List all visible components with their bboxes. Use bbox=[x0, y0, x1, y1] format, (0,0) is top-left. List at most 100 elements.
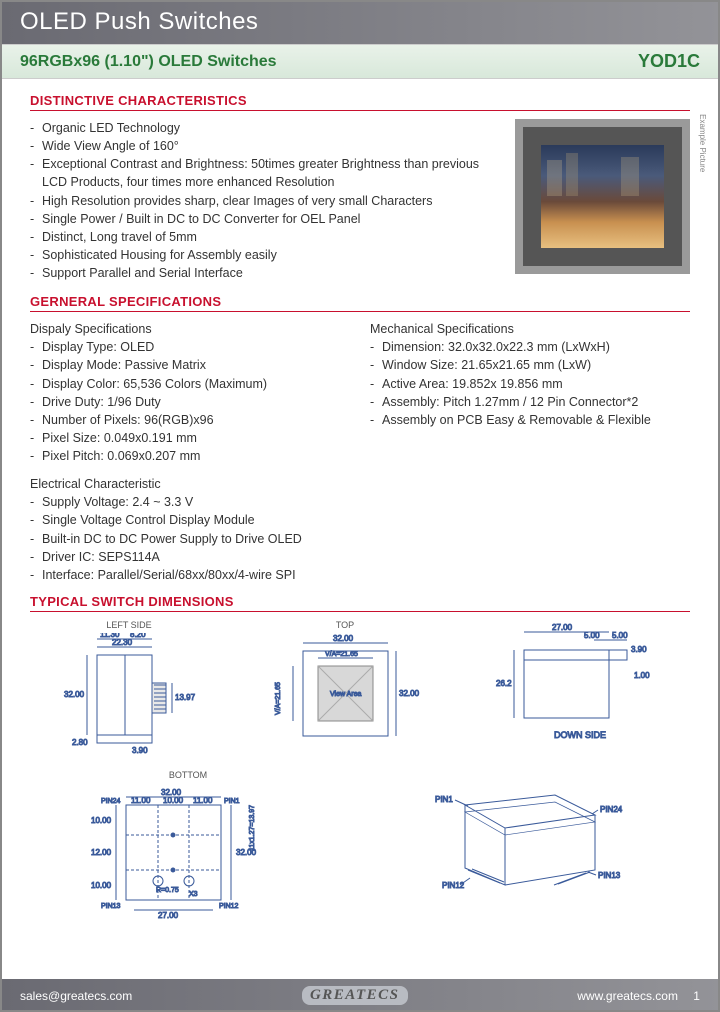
specs-head: Dispaly Specifications bbox=[30, 320, 350, 338]
svg-text:PIN1: PIN1 bbox=[435, 795, 453, 804]
footer-logo: GREATECS bbox=[310, 987, 400, 1003]
list-item: Interface: Parallel/Serial/68xx/80xx/4-w… bbox=[42, 566, 296, 584]
diagram-row-2: BOTTOM 32.00 11.00 10.00 bbox=[30, 770, 690, 923]
product-code: YOD1C bbox=[638, 51, 700, 72]
electrical-specs: Electrical Characteristic -Supply Voltag… bbox=[30, 475, 690, 584]
svg-text:PIN12: PIN12 bbox=[219, 903, 239, 910]
product-image: Example Picture bbox=[515, 119, 690, 274]
svg-text:R=0.75: R=0.75 bbox=[156, 887, 179, 894]
diagram-row-1: LEFT SIDE 22.30 11.30 8.20 bbox=[30, 620, 690, 758]
list-item: Driver IC: SEPS114A bbox=[42, 548, 160, 566]
specs-head: Electrical Characteristic bbox=[30, 475, 690, 493]
svg-text:32.00: 32.00 bbox=[64, 690, 85, 699]
list-item: Assembly: Pitch 1.27mm / 12 Pin Connecto… bbox=[382, 393, 638, 411]
diagram-bottom: BOTTOM 32.00 11.00 10.00 bbox=[76, 770, 301, 923]
datasheet-page: OLED Push Switches 96RGBx96 (1.10") OLED… bbox=[0, 0, 720, 1012]
diagram-down-side: 27.00 5.00 5.00 3.90 1.00 26.2 DOWN SIDE bbox=[494, 620, 659, 758]
display-specs: Dispaly Specifications -Display Type: OL… bbox=[30, 320, 350, 465]
section-title-dimensions: TYPICAL SWITCH DIMENSIONS bbox=[30, 594, 690, 612]
list-item: Exceptional Contrast and Brightness: 50t… bbox=[42, 155, 503, 191]
footer-band: sales@greatecs.com GREATECS www.greatecs… bbox=[0, 979, 720, 1012]
mechanical-specs: Mechanical Specifications -Dimension: 32… bbox=[370, 320, 690, 465]
list-item: Active Area: 19.852x 19.856 mm bbox=[382, 375, 563, 393]
svg-text:2.80: 2.80 bbox=[72, 738, 88, 747]
list-item: High Resolution provides sharp, clear Im… bbox=[42, 192, 432, 210]
distinctive-list: -Organic LED Technology -Wide View Angle… bbox=[30, 119, 503, 282]
header-band: OLED Push Switches bbox=[0, 0, 720, 44]
svg-text:27.00: 27.00 bbox=[552, 623, 573, 632]
section-title-general: GERNERAL SPECIFICATIONS bbox=[30, 294, 690, 312]
svg-text:32.00: 32.00 bbox=[399, 689, 420, 698]
svg-text:View Area: View Area bbox=[330, 691, 361, 698]
svg-text:PIN1: PIN1 bbox=[224, 798, 240, 805]
svg-text:PIN13: PIN13 bbox=[598, 871, 621, 880]
svg-text:26.2: 26.2 bbox=[496, 679, 512, 688]
product-title: 96RGBx96 (1.10") OLED Switches bbox=[20, 53, 277, 71]
image-frame bbox=[515, 119, 690, 274]
list-item: Single Power / Built in DC to DC Convert… bbox=[42, 210, 360, 228]
list-item: Number of Pixels: 96(RGB)x96 bbox=[42, 411, 214, 429]
list-item: Drive Duty: 1/96 Duty bbox=[42, 393, 161, 411]
list-item: Dimension: 32.0x32.0x22.3 mm (LxWxH) bbox=[382, 338, 610, 356]
list-item: Organic LED Technology bbox=[42, 119, 180, 137]
svg-text:11.30: 11.30 bbox=[100, 633, 120, 639]
list-item: Distinct, Long travel of 5mm bbox=[42, 228, 197, 246]
svg-text:PIN13: PIN13 bbox=[101, 903, 121, 910]
svg-text:PIN12: PIN12 bbox=[442, 881, 465, 890]
diagram-left-side: LEFT SIDE 22.30 11.30 8.20 bbox=[62, 620, 197, 758]
svg-text:27.00: 27.00 bbox=[158, 911, 179, 920]
svg-text:10.00: 10.00 bbox=[91, 881, 112, 890]
svg-text:5.00: 5.00 bbox=[612, 631, 628, 640]
distinctive-block: -Organic LED Technology -Wide View Angle… bbox=[30, 119, 690, 282]
top-svg: View Area 32.00 32.00 V/A=21.65 V/A=21.6… bbox=[268, 633, 423, 758]
list-item: Sophisticated Housing for Assembly easil… bbox=[42, 246, 277, 264]
list-item: Pixel Pitch: 0.069x0.207 mm bbox=[42, 447, 200, 465]
list-item: Assembly on PCB Easy & Removable & Flexi… bbox=[382, 411, 651, 429]
page-title: OLED Push Switches bbox=[20, 8, 700, 36]
svg-text:V/A=21.65: V/A=21.65 bbox=[325, 651, 358, 658]
list-item: Window Size: 21.65x21.65 mm (LxW) bbox=[382, 356, 591, 374]
footer-url: www.greatecs.com bbox=[577, 989, 678, 1003]
svg-text:13.97: 13.97 bbox=[175, 693, 196, 702]
list-item: Display Mode: Passive Matrix bbox=[42, 356, 206, 374]
example-label: Example Picture bbox=[698, 114, 707, 172]
svg-text:DOWN SIDE: DOWN SIDE bbox=[554, 730, 606, 740]
left-side-svg: 22.30 11.30 8.20 32.00 13.97 2.80 3.90 bbox=[62, 633, 197, 758]
svg-text:11.00: 11.00 bbox=[193, 796, 213, 805]
svg-text:3.90: 3.90 bbox=[132, 746, 148, 755]
subheader-band: 96RGBx96 (1.10") OLED Switches YOD1C bbox=[0, 44, 720, 79]
svg-text:X3: X3 bbox=[189, 891, 198, 898]
list-item: Supply Voltage: 2.4 ~ 3.3 V bbox=[42, 493, 193, 511]
iso-svg: PIN1 PIN24 PIN12 PIN13 bbox=[400, 770, 645, 915]
diagram-iso: PIN1 PIN24 PIN12 PIN13 bbox=[400, 770, 645, 923]
svg-text:PIN24: PIN24 bbox=[101, 798, 121, 805]
svg-text:V/A=21.65: V/A=21.65 bbox=[275, 682, 282, 715]
footer-email: sales@greatecs.com bbox=[20, 989, 132, 1003]
svg-text:11.00: 11.00 bbox=[131, 796, 151, 805]
content-area: DISTINCTIVE CHARACTERISTICS -Organic LED… bbox=[0, 79, 720, 1011]
diagrams-area: LEFT SIDE 22.30 11.30 8.20 bbox=[30, 620, 690, 923]
down-side-svg: 27.00 5.00 5.00 3.90 1.00 26.2 DOWN SIDE bbox=[494, 620, 659, 750]
list-item: Wide View Angle of 160° bbox=[42, 137, 179, 155]
list-item: Display Color: 65,536 Colors (Maximum) bbox=[42, 375, 267, 393]
svg-text:3.90: 3.90 bbox=[631, 645, 647, 654]
svg-text:8.20: 8.20 bbox=[130, 633, 146, 639]
svg-text:11x1.27=13.97: 11x1.27=13.97 bbox=[249, 805, 256, 851]
svg-text:12.00: 12.00 bbox=[91, 848, 112, 857]
svg-text:1.00: 1.00 bbox=[634, 671, 650, 680]
section-title-distinctive: DISTINCTIVE CHARACTERISTICS bbox=[30, 93, 690, 111]
specs-row-1: Dispaly Specifications -Display Type: OL… bbox=[30, 320, 690, 465]
list-item: Single Voltage Control Display Module bbox=[42, 511, 255, 529]
svg-text:5.00: 5.00 bbox=[584, 631, 600, 640]
svg-text:32.00: 32.00 bbox=[333, 634, 354, 643]
svg-text:10.00: 10.00 bbox=[91, 816, 112, 825]
svg-text:PIN24: PIN24 bbox=[600, 805, 623, 814]
list-item: Support Parallel and Serial Interface bbox=[42, 264, 243, 282]
svg-text:10.00: 10.00 bbox=[163, 796, 184, 805]
list-item: Pixel Size: 0.049x0.191 mm bbox=[42, 429, 197, 447]
list-item: Built-in DC to DC Power Supply to Drive … bbox=[42, 530, 302, 548]
footer-right: www.greatecs.com 1 bbox=[577, 989, 700, 1003]
diagram-top: TOP View Area 32.00 32.00 V/A=21.65 V/A=… bbox=[268, 620, 423, 758]
list-item: Display Type: OLED bbox=[42, 338, 154, 356]
footer-page: 1 bbox=[693, 989, 700, 1003]
